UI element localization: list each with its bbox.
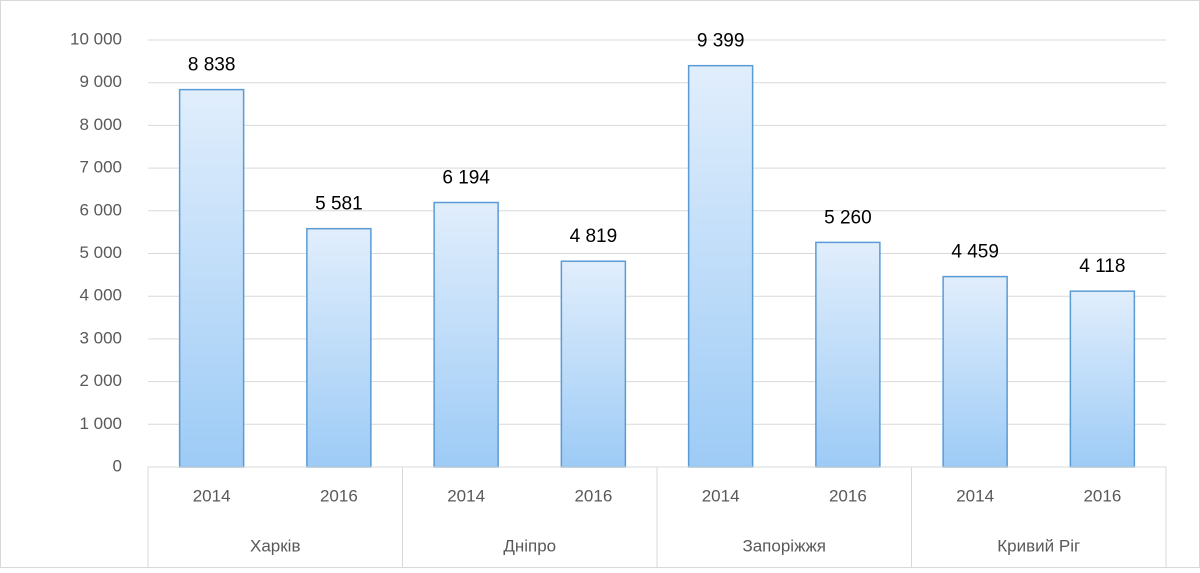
x-tick-label: 2014 (193, 486, 231, 505)
group-label: Запоріжжя (742, 536, 826, 555)
y-tick-label: 7 000 (79, 158, 122, 177)
y-tick-label: 6 000 (79, 200, 122, 219)
data-label: 9 399 (697, 31, 745, 52)
y-tick-label: 9 000 (79, 72, 122, 91)
data-label: 8 838 (188, 55, 236, 76)
x-tick-label: 2014 (702, 486, 740, 505)
x-tick-label: 2016 (1083, 486, 1121, 505)
y-tick-label: 3 000 (79, 328, 122, 347)
bar (178, 88, 245, 468)
bar (306, 227, 372, 468)
x-tick-label: 2014 (447, 486, 485, 505)
y-tick-label: 4 000 (79, 286, 122, 305)
y-tick-label: 10 000 (70, 29, 122, 48)
data-label: 4 118 (1079, 256, 1125, 277)
x-tick-label: 2016 (320, 486, 358, 505)
y-tick-label: 2 000 (79, 371, 122, 390)
group-label: Харків (250, 536, 301, 555)
bar (1069, 290, 1136, 468)
x-tick-label: 2016 (829, 486, 867, 505)
bar (687, 64, 754, 468)
y-tick-label: 5 000 (79, 243, 122, 262)
data-label: 4 819 (570, 226, 618, 247)
bar (560, 260, 627, 468)
data-label: 5 581 (315, 194, 363, 215)
data-label: 6 194 (442, 168, 490, 189)
group-label: Дніпро (503, 536, 556, 555)
group-label: Кривий Ріг (997, 536, 1080, 555)
data-label: 4 459 (951, 242, 999, 263)
bar (433, 201, 499, 468)
y-tick-label: 1 000 (79, 414, 122, 433)
y-tick-label: 8 000 (79, 115, 122, 134)
bar (815, 241, 881, 468)
x-tick-label: 2016 (574, 486, 612, 505)
x-tick-label: 2014 (956, 486, 994, 505)
y-tick-label: 0 (113, 456, 122, 475)
data-label: 5 260 (824, 207, 872, 228)
bar (942, 275, 1008, 468)
